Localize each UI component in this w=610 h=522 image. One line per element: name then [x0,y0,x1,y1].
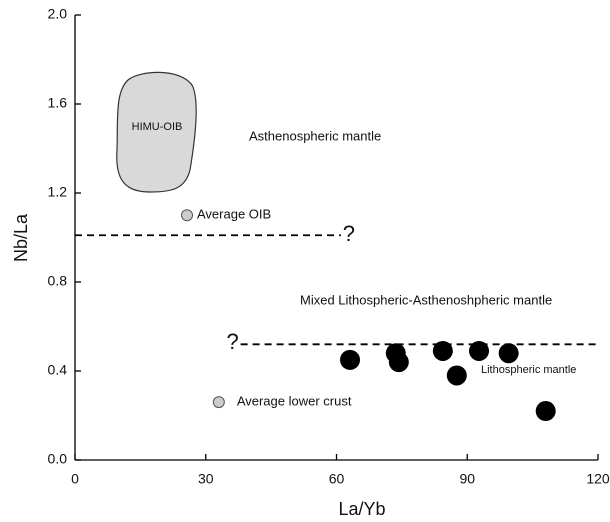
data-point [388,352,409,373]
x-axis-title: La/Yb [338,499,385,519]
data-point [181,209,194,222]
question-mark: ? [343,221,355,246]
annotation: Asthenospheric mantle [249,128,381,143]
annotation: HIMU-OIB [132,121,183,133]
x-tick-label: 0 [71,471,79,487]
data-point [340,349,361,370]
y-tick-label: 1.2 [48,184,68,200]
annotation: Lithospheric mantle [481,364,576,376]
data-point [469,340,490,361]
y-tick-label: 1.6 [48,95,68,111]
y-axis-title: Nb/La [11,213,31,262]
x-tick-label: 60 [329,471,345,487]
y-tick-label: 0.8 [48,273,68,289]
data-point [535,401,556,422]
y-tick-label: 0.4 [48,362,68,378]
data-point [498,343,519,364]
point-label: Average lower crust [237,394,352,409]
data-point [446,365,467,386]
y-tick-label: 2.0 [48,6,68,22]
y-tick-label: 0.0 [48,451,68,467]
x-tick-label: 90 [459,471,475,487]
x-tick-label: 30 [198,471,214,487]
question-mark: ? [226,329,238,354]
himu-oib-field [116,71,197,193]
data-point [432,340,453,361]
x-tick-label: 120 [586,471,610,487]
data-point [212,396,225,409]
annotation: Mixed Lithospheric-Asthenoshpheric mantl… [300,292,552,307]
point-label: Average OIB [197,207,271,222]
